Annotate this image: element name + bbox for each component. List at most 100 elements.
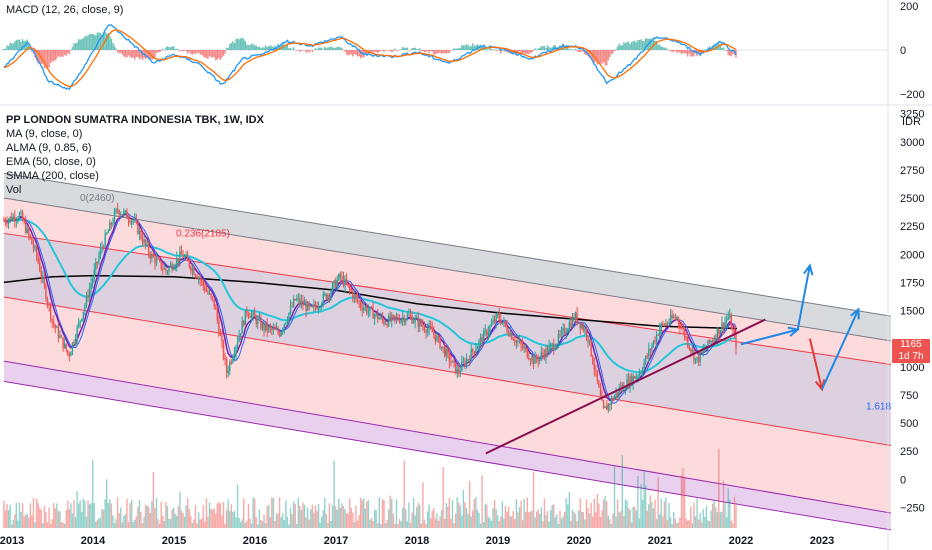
volume-bar <box>588 513 591 528</box>
macd-histogram-bar <box>110 38 113 50</box>
macd-histogram-bar <box>154 50 156 58</box>
candle-body <box>719 330 722 335</box>
candle-body <box>501 322 504 324</box>
macd-histogram-bar <box>9 42 11 50</box>
volume-bar <box>506 511 508 528</box>
candle-body <box>77 322 80 327</box>
volume-bar <box>640 484 642 528</box>
macd-histogram-bar <box>207 50 209 59</box>
volume-bar <box>39 507 41 528</box>
macd-histogram-bar <box>144 50 147 60</box>
macd-histogram-bar <box>372 50 374 55</box>
volume-bar <box>53 503 55 528</box>
candle-body <box>515 340 518 343</box>
macd-histogram-bar <box>328 47 331 50</box>
macd-histogram-bar <box>215 50 217 61</box>
candle-body <box>43 276 46 286</box>
volume-bar <box>369 519 371 528</box>
volume-bar <box>144 504 147 528</box>
volume-bar <box>585 499 588 528</box>
volume-bar <box>216 503 219 528</box>
macd-histogram-bar <box>431 50 433 52</box>
volume-bar <box>711 503 714 528</box>
macd-histogram-bar <box>227 47 229 50</box>
macd-histogram-bar <box>233 43 236 50</box>
macd-histogram-bar <box>436 50 438 54</box>
candle-body <box>82 311 85 319</box>
candle-body <box>671 315 673 319</box>
legend-ma[interactable]: MA (9, close, 0) <box>6 128 83 140</box>
volume-bar <box>521 520 524 528</box>
macd-histogram-bar <box>102 33 105 50</box>
candle-body <box>635 376 638 379</box>
candle-body <box>56 326 58 328</box>
candle-body <box>468 359 471 361</box>
macd-histogram-bar <box>221 50 223 58</box>
candle-body <box>331 283 334 291</box>
candle-body <box>303 303 306 306</box>
volume-bar <box>152 471 155 528</box>
volume-bar <box>436 513 438 528</box>
macd-histogram-bar <box>158 50 161 53</box>
volume-bar <box>46 522 49 528</box>
volume-bar <box>138 499 141 528</box>
candle-body <box>663 323 666 326</box>
legend-smma[interactable]: SMMA (200, close) <box>6 170 99 182</box>
macd-histogram-bar <box>263 47 265 50</box>
volume-bar <box>288 524 290 528</box>
candle-body <box>255 316 257 324</box>
macd-histogram-bar <box>12 43 14 50</box>
volume-bar <box>172 507 175 528</box>
legend-vol[interactable]: Vol <box>6 184 22 196</box>
volume-bar <box>570 520 572 528</box>
legend-ema[interactable]: EMA (50, close, 0) <box>6 156 96 168</box>
volume-bar <box>581 511 583 528</box>
volume-bar <box>62 522 64 528</box>
volume-bar <box>130 499 133 528</box>
candle-body <box>588 340 591 342</box>
legend-alma[interactable]: ALMA (9, 0.85, 6) <box>6 142 92 154</box>
candle-body <box>271 327 273 330</box>
candle-body <box>648 349 650 357</box>
volume-bar <box>715 506 717 528</box>
candle-body <box>525 347 527 349</box>
candle-body <box>235 346 237 354</box>
time-tick-label: 2016 <box>243 535 267 547</box>
volume-bar <box>177 506 180 528</box>
candle-body <box>716 329 719 340</box>
macd-histogram-bar <box>258 46 261 50</box>
candle-body <box>71 342 74 353</box>
macd-histogram-bar <box>433 50 435 55</box>
macd-histogram-bar <box>599 50 602 64</box>
candle-body <box>445 349 447 357</box>
volume-bar <box>465 507 468 528</box>
symbol-title[interactable]: PP LONDON SUMATRA INDONESIA TBK, 1W, IDX <box>6 114 264 126</box>
volume-bar <box>517 512 519 528</box>
macd-histogram-bar <box>179 50 181 52</box>
macd-histogram-bar <box>241 37 243 50</box>
candle-body <box>208 293 211 295</box>
macd-histogram-bar <box>264 45 267 50</box>
volume-bar <box>641 499 644 528</box>
candle-body <box>448 352 451 362</box>
macd-histogram-bar <box>610 50 613 55</box>
macd-histogram-bar <box>504 50 507 53</box>
candle-body <box>657 334 659 336</box>
volume-bar <box>378 497 381 528</box>
volume-bar <box>34 522 36 528</box>
candle-body <box>149 253 152 259</box>
macd-histogram-bar <box>381 50 384 51</box>
candle-body <box>176 258 178 266</box>
macd-histogram-bar <box>612 50 614 54</box>
candle-body <box>7 219 10 224</box>
macd-histogram-bar <box>730 50 733 57</box>
drawings[interactable] <box>485 263 860 455</box>
macd-histogram-bar <box>31 50 33 53</box>
volume-bar <box>511 516 513 528</box>
volume-bar <box>247 503 250 528</box>
macd-histogram-bar <box>620 45 622 50</box>
volume-bar <box>353 521 356 528</box>
macd-histogram-bar <box>138 50 141 60</box>
macd-histogram-bar <box>453 47 455 50</box>
